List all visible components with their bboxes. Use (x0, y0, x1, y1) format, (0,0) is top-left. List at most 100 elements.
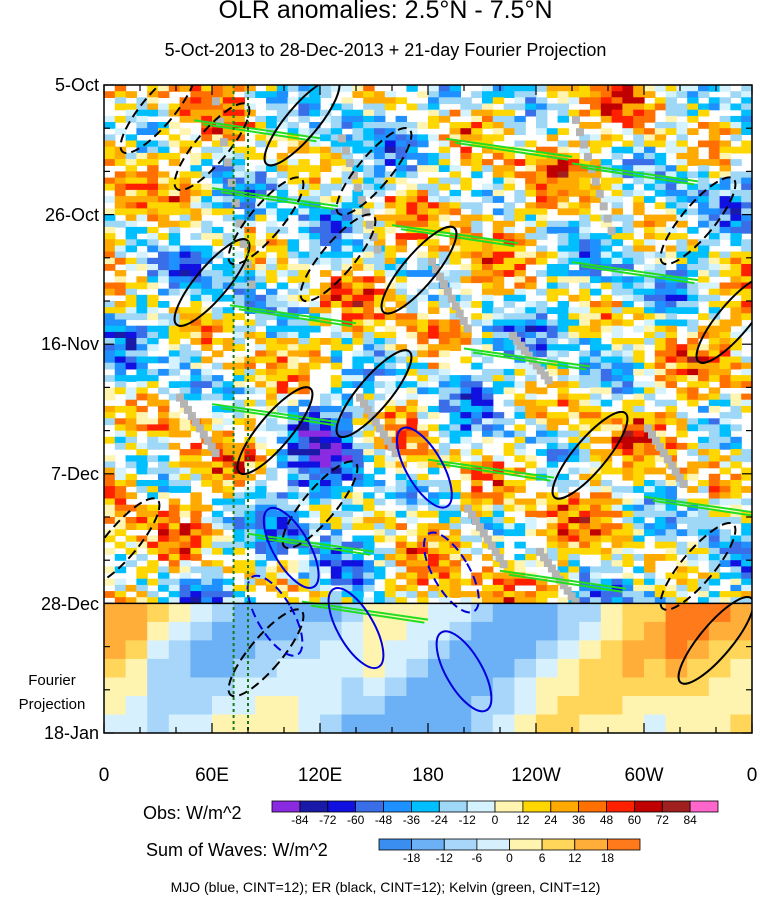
obs-cell (579, 381, 591, 388)
obs-cell (309, 424, 321, 432)
obs-cell (449, 504, 461, 512)
obs-cell (374, 523, 386, 530)
obs-cell (514, 529, 526, 537)
obs-cell (611, 103, 623, 111)
obs-cell (201, 91, 213, 98)
obs-cell (503, 214, 515, 222)
obs-cell (698, 498, 710, 506)
obs-cell (687, 418, 699, 426)
obs-cell (676, 307, 688, 314)
projection-cell (514, 714, 537, 733)
obs-cell (741, 270, 752, 277)
obs-cell (579, 498, 591, 506)
obs-cell (125, 294, 137, 302)
obs-cell (698, 541, 710, 549)
obs-cell (492, 368, 505, 376)
obs-cell (525, 214, 537, 222)
obs-cell (147, 399, 159, 407)
obs-cell (136, 381, 148, 388)
obs-cell (611, 344, 623, 351)
obs-cell (104, 405, 116, 413)
obs-cell (309, 165, 321, 172)
mjo-contour (396, 426, 453, 509)
obs-cell (730, 196, 742, 203)
obs-cell (125, 109, 137, 117)
obs-cell (352, 430, 364, 438)
missing-data-cell (227, 178, 236, 187)
obs-cell (557, 442, 569, 450)
obs-cell (266, 294, 278, 302)
obs-cell (395, 134, 407, 142)
obs-cell (190, 504, 202, 512)
x-tick-label-6: 0 (746, 765, 758, 786)
obs-cell (330, 226, 343, 234)
obs-cell (536, 220, 548, 228)
obs-cell (212, 294, 224, 302)
obs-cell (698, 140, 710, 148)
obs-cell (525, 436, 537, 444)
obs-cell (492, 270, 505, 277)
obs-cell (233, 584, 245, 592)
projection-cell (255, 677, 278, 697)
obs-cell (363, 393, 375, 401)
obs-cell (590, 251, 602, 259)
obs-cell (255, 572, 267, 580)
obs-cell (611, 449, 623, 456)
obs-cell (698, 393, 710, 401)
obs-cell (341, 381, 353, 388)
obs-cell (201, 535, 213, 543)
obs-cell (546, 412, 559, 419)
obs-cell (201, 233, 213, 240)
obs-cell (125, 541, 137, 549)
obs-cell (590, 572, 602, 580)
obs-cell (719, 189, 731, 197)
obs-cell (449, 387, 461, 395)
missing-data-cell (183, 405, 192, 414)
obs-cell (514, 449, 526, 456)
obs-cell (719, 362, 731, 370)
obs-cell (600, 183, 613, 191)
obs-cell (298, 467, 310, 475)
obs-cell (482, 146, 494, 154)
obs-cell (158, 424, 170, 432)
obs-cell (201, 523, 213, 530)
obs-cell (125, 597, 137, 604)
obs-cell (395, 276, 407, 284)
obs-cell (114, 257, 127, 265)
obs-cell (503, 245, 515, 253)
obs-cell (384, 325, 397, 333)
obs-cell (330, 572, 343, 580)
obs-cell (622, 362, 634, 370)
obs-cell (600, 128, 613, 135)
obs-cell (352, 134, 364, 142)
obs-cell (492, 319, 505, 327)
obs-cell (644, 85, 656, 92)
obs-cell (255, 264, 267, 271)
obs-cell (708, 325, 721, 333)
obs-cell (395, 399, 407, 407)
obs-cell (698, 597, 710, 604)
obs-cell (114, 128, 127, 135)
obs-cell (136, 313, 148, 321)
obs-cell (665, 183, 677, 191)
obs-cell (114, 375, 127, 382)
obs-cell (125, 338, 137, 345)
obs-cell (320, 578, 332, 586)
obs-cell (190, 498, 202, 506)
obs-cell (179, 128, 191, 135)
obs-cell (644, 449, 656, 456)
missing-data-cell (544, 376, 553, 385)
obs-cell (374, 239, 386, 247)
obs-cell (125, 523, 137, 530)
obs-cell (579, 313, 591, 321)
obs-cell (158, 177, 170, 185)
obs-cell (179, 85, 191, 92)
obs-cell (320, 251, 332, 259)
obs-cell (708, 208, 721, 216)
obs-cell (514, 307, 526, 314)
obs-cell (492, 251, 505, 259)
obs-cell (622, 486, 634, 493)
projection-cell (492, 658, 515, 678)
obs-cell (698, 405, 710, 413)
obs-cell (590, 189, 602, 197)
